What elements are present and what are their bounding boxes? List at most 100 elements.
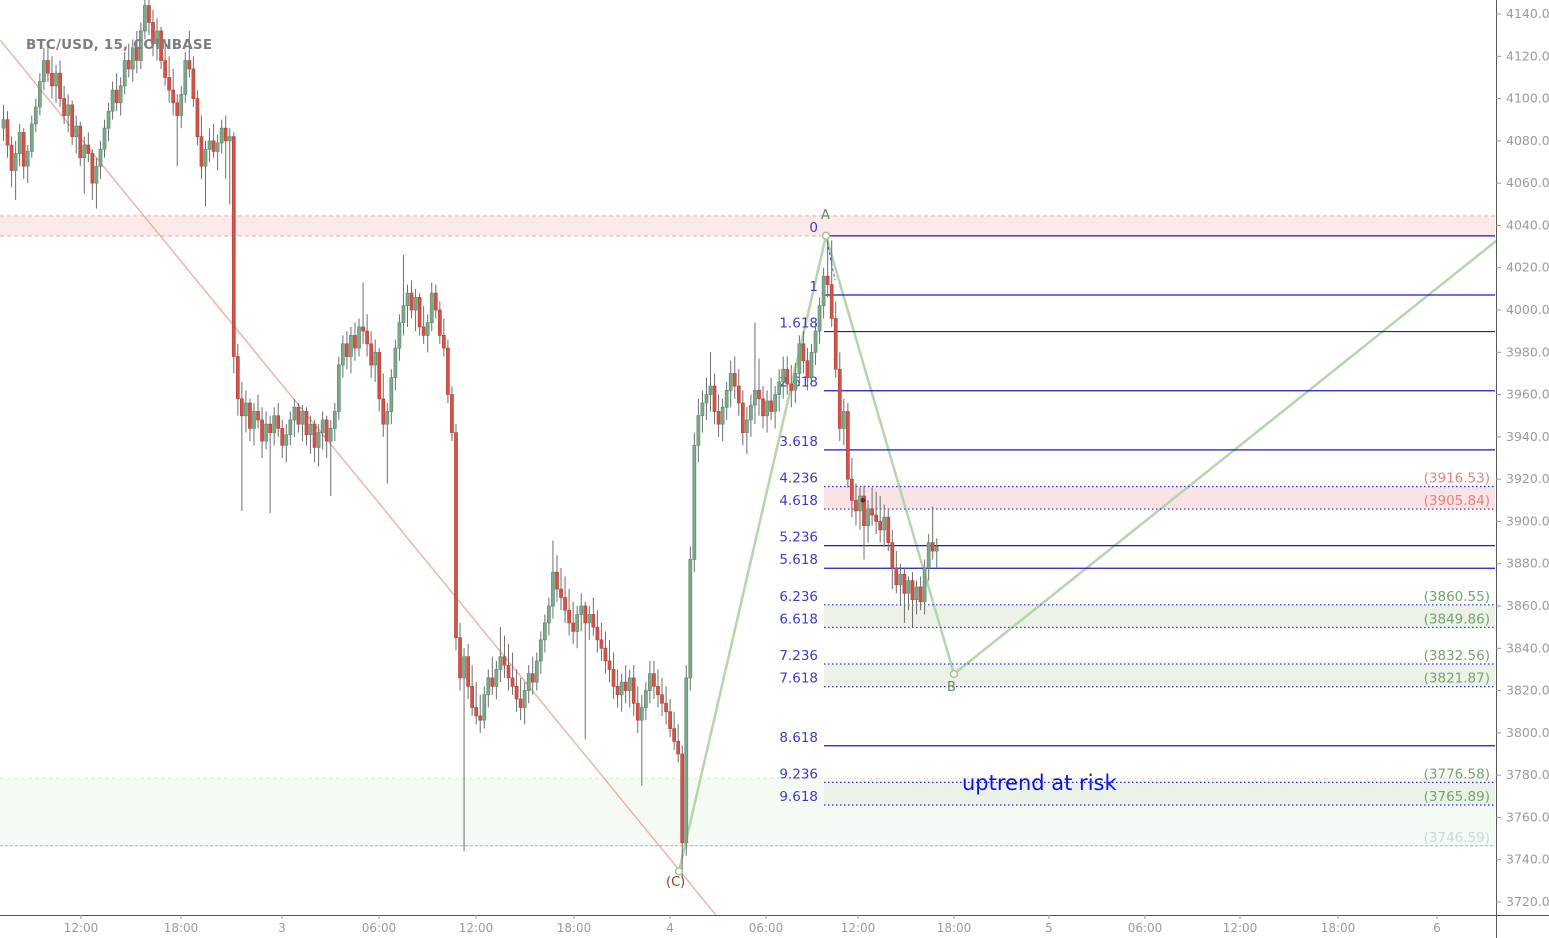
uptrend-at-risk-annotation[interactable]: uptrend at risk [962,771,1117,795]
time-tick-label: 6 [1433,921,1441,935]
price-tag: (3765.89) [1424,789,1490,805]
candle-body [199,136,204,167]
candle-body [409,292,414,311]
candle-body [353,335,357,349]
candle-body [821,275,826,307]
candle-body [280,428,285,446]
candle-body [143,5,147,32]
wave-point-c-label[interactable]: (C) [666,875,686,890]
price-tick-label: 4020.00 [1506,260,1549,275]
fib-label-5.618: 5.618 [779,552,818,568]
fib-label-4.618: 4.618 [779,493,818,509]
time-tick-label: 12:00 [841,921,876,935]
candle-body [692,444,697,560]
fib-label-4.236: 4.236 [779,470,818,486]
candle-body [1,119,6,129]
candle-body [425,322,430,336]
price-tick-label: 4000.00 [1506,302,1549,317]
candle-body [805,360,810,379]
candle-body [906,580,911,594]
candle-body [874,514,878,522]
candle-body [288,419,293,436]
candle-body [886,516,891,543]
candle-body [724,389,729,408]
candle-body [773,394,777,412]
candle-body [211,140,216,152]
candle-body [70,104,75,137]
candle-body [122,60,127,87]
candle-body [611,669,616,687]
price-tick-label: 3820.00 [1506,683,1549,698]
candle-body [29,123,34,152]
candle-body [442,335,446,349]
candle-body [627,677,632,691]
candle-body [482,694,487,721]
candle-body [732,373,737,387]
candle-body [522,690,527,708]
price-axis[interactable]: 4140.00 4120.00 4100.00 4080.00 4060.00 4040.… [1496,6,1549,909]
candle-body [777,381,782,395]
candle-body [841,411,846,429]
candle-body [272,415,277,433]
candle-body [563,597,567,611]
candle-body [668,711,672,729]
forecast-zigzag-line[interactable] [677,234,1498,872]
candle-body [490,677,495,687]
candle-body [235,356,240,400]
price-tick-label: 3940.00 [1506,429,1549,444]
candle-body [151,22,155,44]
candle-body [587,614,592,624]
wave-point-a-label[interactable]: A [821,208,830,223]
price-tick-label: 3880.00 [1506,556,1549,571]
price-tick-label: 4080.00 [1506,133,1549,148]
candle-body [244,402,248,417]
candle-body [316,432,321,448]
price-tick-label: 3760.00 [1506,809,1549,824]
candle-body [716,411,721,425]
time-tick-label: 18:00 [164,921,199,935]
candle-body [207,140,212,150]
candle-body [429,292,434,324]
time-tick-label: 12:00 [64,921,99,935]
candle-body [765,400,769,417]
candle-body [680,753,685,844]
candle-body [502,656,507,666]
candle-body [397,322,402,349]
candle-body [106,110,111,129]
candle-body [33,106,38,125]
candle-body [664,702,668,713]
price-tick-label: 4100.00 [1506,91,1549,106]
time-axis[interactable]: 12:00 18:00 3 06:00 12:00 18:00 4 06:00 12:00 18:… [64,915,1441,935]
fib-levels-layer: 011.6182.6183.6184.2364.6185.2365.6186.2… [779,220,1495,806]
price-tick-label: 3740.00 [1506,852,1549,867]
wave-point-b-label[interactable]: B [947,680,956,695]
candle-body [5,119,10,146]
candle-body [155,30,159,44]
candle-body [534,660,539,683]
pivot-circle[interactable] [674,867,684,876]
downtrend-line[interactable] [0,39,717,916]
fib-label-9.236: 9.236 [779,766,818,782]
candle-body [555,571,559,590]
candle-body [21,132,26,167]
candle-body [595,626,600,641]
pivot-circle[interactable] [949,669,959,679]
time-tick-label: 06:00 [749,921,784,935]
price-tick-label: 4040.00 [1506,217,1549,232]
candle-body [260,419,264,442]
candle-body [86,144,91,154]
candle-body [575,614,580,632]
candle-body [369,343,373,366]
candle-body [349,335,353,357]
time-tick-label: 3 [278,921,286,935]
candle-body [66,104,70,116]
candle-body [25,151,30,167]
candle-body [203,148,208,167]
candle-body [559,588,563,598]
candle-body [672,728,676,742]
price-band [0,215,1495,236]
candle-body [231,136,236,357]
pivot-circle[interactable] [821,231,831,241]
candle-body [619,681,624,696]
